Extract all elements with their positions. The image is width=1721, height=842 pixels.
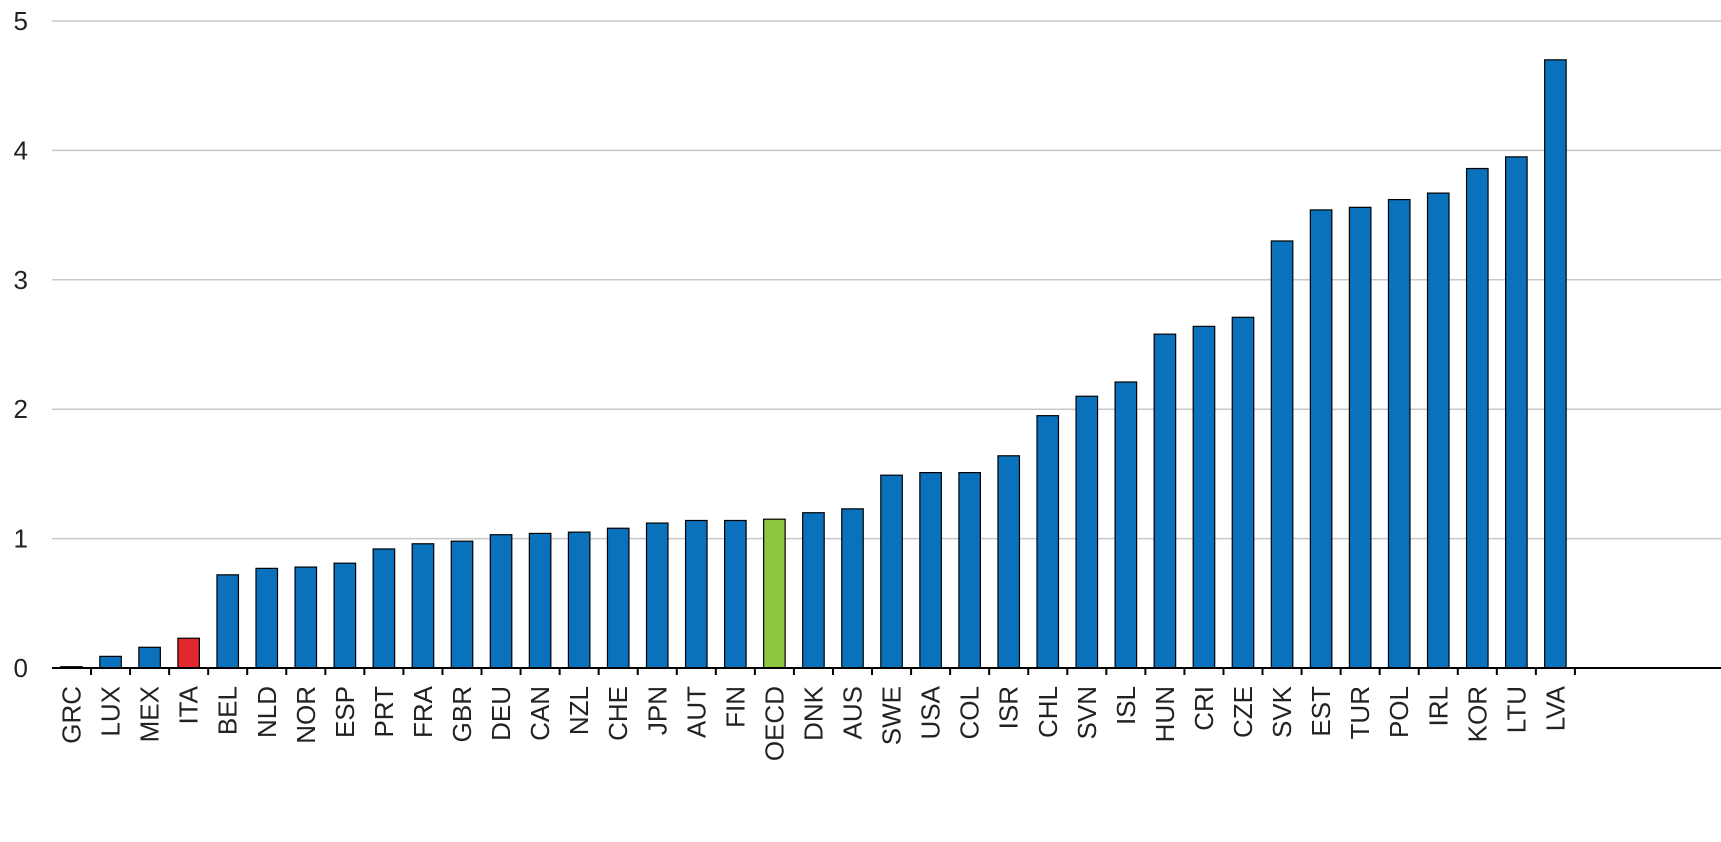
bar-deu	[489, 534, 513, 669]
bar-isr	[997, 455, 1021, 669]
bar-isl	[1114, 381, 1138, 669]
bar-aus	[841, 508, 864, 669]
x-tick-label: JPN	[642, 686, 672, 735]
bar-col	[958, 472, 982, 669]
x-tick-label: NZL	[564, 686, 594, 735]
bar-bel	[216, 574, 240, 669]
bar-swe	[880, 474, 903, 669]
bar-fra	[411, 543, 435, 669]
y-tick-label: 4	[14, 135, 28, 165]
bar-lva	[1544, 59, 1567, 669]
x-tick-label: ISR	[994, 686, 1024, 729]
bar-tur	[1348, 206, 1372, 669]
x-tick-label: CHL	[1033, 686, 1063, 738]
bar-can	[528, 532, 552, 669]
bar-nor	[294, 566, 318, 669]
bar-gbr	[450, 540, 474, 669]
x-tick-label: COL	[955, 686, 985, 739]
bar-jpn	[645, 522, 669, 669]
x-tick-label: FIN	[720, 686, 750, 728]
x-tick-label: SVN	[1072, 686, 1102, 739]
bar-dnk	[802, 512, 825, 669]
x-tick-label: DEU	[486, 686, 516, 741]
x-tick-label: USA	[916, 685, 946, 739]
x-tick-label: EST	[1306, 686, 1336, 737]
bar-esp	[333, 562, 357, 669]
x-tick-label: CHE	[603, 686, 633, 741]
y-tick-label: 0	[14, 653, 28, 683]
x-tick-label: POL	[1384, 686, 1414, 738]
bar-fin	[723, 519, 747, 669]
x-tick-label: AUT	[681, 686, 711, 738]
x-tick-label: CZE	[1228, 686, 1258, 738]
bar-svk	[1270, 240, 1294, 669]
bar-prt	[372, 548, 396, 669]
x-tick-label: HUN	[1150, 686, 1180, 742]
x-tick-label: MEX	[135, 686, 165, 742]
y-axis: 0 1 2 3 4 5	[14, 6, 28, 683]
y-tick-label: 2	[14, 394, 28, 424]
bar-ita	[177, 637, 200, 669]
bar-svn	[1075, 395, 1099, 669]
bar-cze	[1231, 316, 1255, 669]
x-tick-label: BEL	[213, 686, 243, 735]
bar-aut	[684, 519, 708, 669]
bar-irl	[1426, 192, 1450, 669]
x-tick-label: SWE	[877, 686, 907, 745]
bar-nld	[255, 567, 279, 669]
x-tick-label: OECD	[759, 686, 789, 761]
y-tick-label: 3	[14, 265, 28, 295]
x-tick-label: LVA	[1540, 685, 1570, 731]
x-tick-label: AUS	[838, 686, 868, 739]
x-tick-label: ESP	[330, 686, 360, 738]
x-tick-label: GBR	[447, 686, 477, 742]
bar-mex	[138, 646, 161, 669]
x-tick-label: ITA	[174, 685, 204, 724]
x-tick-label: IRL	[1423, 686, 1453, 726]
x-tick-label: NLD	[252, 686, 282, 738]
x-tick-label: PRT	[369, 686, 399, 738]
bar-kor	[1465, 167, 1489, 669]
bar-est	[1309, 209, 1333, 669]
x-tick-label: TUR	[1345, 686, 1375, 739]
bar-lux	[99, 655, 122, 669]
x-tick-label: CRI	[1189, 686, 1219, 731]
bar-chl	[1036, 415, 1060, 669]
x-tick-label: SVK	[1267, 685, 1297, 738]
bar-usa	[919, 472, 942, 669]
x-tick-label: KOR	[1462, 686, 1492, 742]
x-tick-label: LTU	[1501, 686, 1531, 733]
bar-oecd	[763, 518, 786, 669]
x-tick-label: ISL	[1111, 686, 1141, 725]
bar-cri	[1192, 325, 1216, 669]
y-tick-label: 5	[14, 6, 28, 36]
x-tick-label: FRA	[408, 685, 438, 738]
bar-pol	[1387, 198, 1411, 669]
bar-ltu	[1504, 156, 1528, 669]
x-tick-label: NOR	[291, 686, 321, 744]
x-axis: GRC LUX MEX ITA BEL NLD NOR ESP PRT FRA GBR DEU CAN N…	[52, 667, 1721, 761]
x-tick-label: DNK	[798, 685, 828, 741]
x-tick-label: GRC	[57, 686, 87, 744]
bar-che	[606, 527, 630, 669]
bar-hun	[1153, 333, 1177, 669]
x-tick-label: LUX	[96, 686, 126, 737]
bar-nzl	[567, 531, 591, 669]
x-tick-label: CAN	[525, 686, 555, 741]
y-tick-label: 1	[14, 524, 28, 554]
